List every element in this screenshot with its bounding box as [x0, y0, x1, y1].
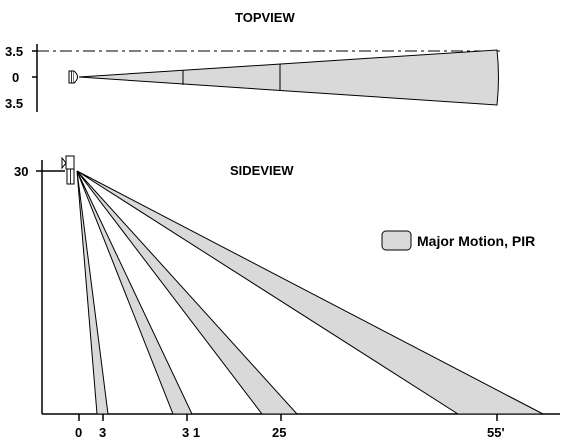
legend-swatch — [381, 230, 412, 251]
top-view-coverage-wedge — [78, 49, 499, 106]
beam-zone-2 — [76, 170, 193, 415]
top-view-sensor-icon — [68, 70, 78, 84]
beam-zone-4 — [76, 170, 544, 415]
top-view-tick-label-center: 0 — [12, 70, 19, 85]
top-view-tick-label-upper: 3.5 — [5, 44, 23, 59]
top-view-tick-label-lower: 3.5 — [5, 96, 23, 111]
legend: Major Motion, PIR — [381, 230, 535, 251]
side-view-x-tick-label-3: 3 — [99, 425, 106, 440]
top-view-title: TOPVIEW — [235, 10, 295, 25]
beam-zone-3 — [76, 170, 299, 415]
side-view-y-tick-label: 30 — [14, 164, 28, 179]
side-view-sensor-icon — [61, 155, 75, 185]
side-view-x-tick-label-55: 55' — [487, 425, 505, 440]
side-view-x-tick-label-0: 0 — [75, 425, 82, 440]
side-view: SIDEVIEW 30 0 3 3 1 25 55' — [14, 155, 560, 440]
legend-label: Major Motion, PIR — [417, 233, 535, 249]
side-view-x-tick-label-31: 3 1 — [182, 425, 200, 440]
side-view-title: SIDEVIEW — [230, 163, 294, 178]
top-view: TOPVIEW 3.5 0 3.5 — [5, 10, 500, 112]
side-view-x-tick-label-25: 25 — [272, 425, 286, 440]
